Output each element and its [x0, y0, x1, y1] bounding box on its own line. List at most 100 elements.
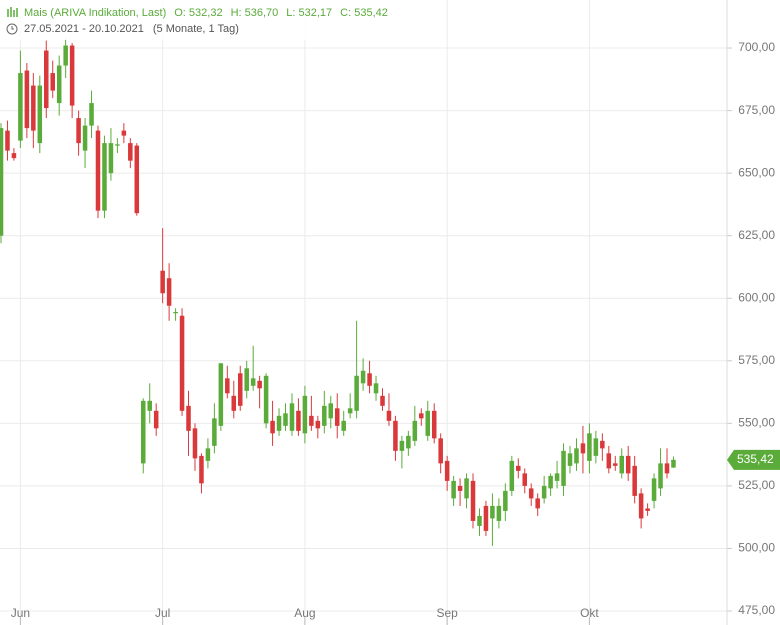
candle-body: [606, 453, 612, 469]
candle-body: [386, 410, 392, 421]
candle-body: [580, 443, 586, 454]
candle-body: [76, 118, 81, 144]
candle-body: [658, 463, 663, 489]
candle-body: [37, 85, 43, 144]
candle-body: [671, 459, 676, 468]
candle-body: [496, 505, 502, 521]
candle-body: [302, 395, 308, 434]
candle-body: [412, 420, 418, 441]
candle-body: [128, 143, 133, 161]
ohlc-label: O: 532,32: [174, 7, 222, 19]
candle-body: [186, 405, 191, 431]
candle-body: [199, 455, 204, 484]
candle-body: [5, 130, 10, 151]
candle-body: [638, 493, 644, 519]
x-tick-label: Okt: [580, 606, 599, 620]
candle-body: [102, 143, 107, 211]
period: (5 Monate, 1 Tag): [153, 23, 239, 35]
y-tick-label: 525,00: [738, 478, 775, 492]
candle-body: [121, 130, 127, 136]
candle-body: [380, 395, 385, 406]
candle-body: [483, 505, 489, 531]
x-tick-label: Aug: [294, 606, 315, 620]
candle-body: [425, 410, 431, 436]
candle-body: [24, 70, 30, 129]
candle-body: [619, 455, 624, 474]
candle-body: [651, 478, 657, 501]
candle-body: [528, 488, 534, 499]
last-value-tag: [727, 449, 780, 470]
y-tick-label: 625,00: [738, 228, 775, 242]
legend-bg: [0, 0, 400, 40]
candle-body: [160, 270, 165, 294]
candle-body: [179, 315, 185, 411]
candle-body: [419, 413, 424, 419]
candle-body: [509, 460, 515, 491]
candle-body: [360, 370, 366, 384]
candle-body: [535, 498, 540, 509]
candle-body: [69, 45, 75, 106]
candle-body: [548, 475, 553, 489]
candle-body: [334, 408, 340, 426]
ohlc-label: C: 535,42: [340, 7, 388, 19]
candle-body: [632, 465, 637, 496]
candle-body: [503, 490, 508, 511]
y-tick-label: 675,00: [738, 103, 775, 117]
candle-body: [166, 278, 172, 306]
candle-body: [44, 50, 49, 109]
candle-body: [115, 144, 120, 146]
candle-body: [270, 420, 275, 434]
candle-body: [477, 515, 482, 526]
candle-body: [244, 368, 249, 391]
candle-body: [50, 73, 55, 91]
y-tick-label: 575,00: [738, 353, 775, 367]
candle-body: [367, 373, 372, 386]
candle-body: [625, 455, 631, 474]
candle-body: [431, 410, 437, 439]
candle-body: [89, 103, 94, 126]
candle-body: [18, 73, 23, 141]
clock-icon: [6, 23, 18, 35]
candle-body: [561, 450, 566, 486]
candle-body: [516, 465, 521, 471]
x-tick-label: Sep: [436, 606, 458, 620]
candle-body: [289, 403, 295, 431]
legend: Mais (ARIVA Indikation, Last) 27.05.2021…: [0, 0, 400, 40]
candle-body: [225, 378, 230, 394]
candle-body: [587, 433, 592, 461]
candle-body: [205, 448, 211, 461]
candle-body: [0, 128, 4, 236]
candle-body: [231, 395, 237, 411]
ohlc-label: H: 536,70: [231, 7, 279, 19]
candle-body: [56, 65, 62, 104]
candle-body: [140, 400, 146, 464]
candle-body: [95, 130, 101, 211]
candle-body: [134, 145, 140, 214]
candle-body: [11, 153, 17, 159]
candle-body: [554, 473, 560, 481]
candle-body: [645, 508, 650, 511]
candle-body: [341, 420, 346, 431]
candle-body: [263, 375, 269, 424]
candle-body: [438, 438, 443, 464]
candle-body: [373, 383, 379, 394]
candle-body: [192, 428, 198, 459]
candle-body: [470, 480, 476, 521]
y-tick-label: 600,00: [738, 290, 775, 304]
date-range: 27.05.2021 - 20.10.2021: [24, 23, 144, 35]
candle-body: [464, 478, 469, 499]
candle-body: [31, 85, 36, 131]
candle-body: [276, 415, 282, 431]
candle-body: [593, 438, 599, 456]
candle-body: [613, 463, 618, 466]
candle-body: [522, 473, 528, 486]
candle-body: [490, 505, 495, 519]
candle-body: [257, 380, 262, 389]
y-tick-label: 475,00: [738, 603, 775, 617]
candle-body: [399, 440, 405, 451]
title: Mais (ARIVA Indikation, Last): [24, 7, 166, 19]
candle-body: [153, 410, 159, 429]
y-tick-label: 550,00: [738, 416, 775, 430]
candle-body: [600, 440, 605, 449]
